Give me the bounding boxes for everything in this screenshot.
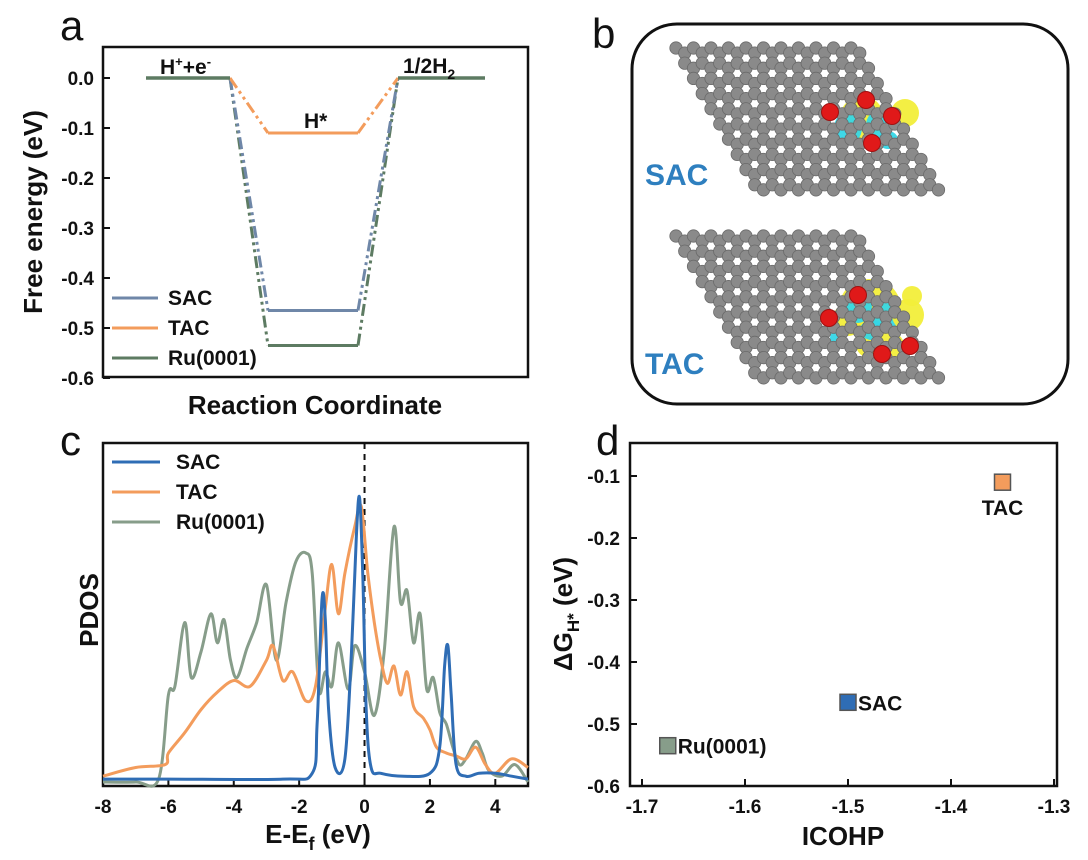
- y-tick-label: -0.5: [587, 715, 620, 736]
- connector-TAC: [228, 77, 270, 134]
- connector-SAC: [228, 77, 270, 311]
- state-label-final: 1/2H2: [403, 55, 455, 82]
- connector-SAC: [356, 77, 400, 311]
- panel-a-y-ticks: 0.0 -0.1 -0.2 -0.3 -0.4 -0.5 -0.6: [61, 69, 110, 390]
- panel-d-x-label: ICOHP: [802, 821, 884, 851]
- x-tick-label: 2: [425, 797, 436, 818]
- panel-c-y-label: PDOS: [74, 573, 104, 647]
- y-tick-label: -0.2: [587, 529, 620, 550]
- panel-d-letter: d: [596, 417, 619, 464]
- x-tick-label: 4: [490, 797, 501, 818]
- tac-structure-image: [669, 229, 946, 385]
- x-tick-label: -1.4: [935, 797, 968, 818]
- carbon-atom: [931, 371, 946, 385]
- panel-c: c -8 -6 -4 -2 0 2 4 PDOS E-Ef (eV) SAC TAC Ru(…: [60, 417, 530, 854]
- legend-label-sac: SAC: [168, 287, 212, 310]
- carbon-atoms: [669, 229, 946, 385]
- panel-c-legend: SAC TAC Ru(0001): [112, 451, 265, 534]
- state-label-adsorbed: H*: [304, 110, 328, 133]
- x-tick-label: -2: [291, 797, 308, 818]
- panel-d-ticks: -1.7 -1.6 -1.5 -1.4 -1.3 -0.1 -0.2 -0.3 -0.4 -0.5…: [587, 467, 1070, 818]
- panel-c-pdos-curves: [102, 494, 530, 788]
- panel-a-y-label: Free energy (eV): [18, 110, 48, 314]
- panel-a-x-label: Reaction Coordinate: [188, 390, 442, 420]
- y-tick-label: -0.5: [61, 319, 94, 340]
- point-TAC: [993, 473, 1012, 491]
- panel-c-frame: [101, 441, 530, 788]
- panel-d-points: TAC SAC Ru(0001): [659, 473, 1024, 759]
- legend-label-ru: Ru(0001): [176, 511, 265, 534]
- x-tick-label: -1.5: [832, 797, 865, 818]
- point-Ru(0001): [659, 736, 677, 755]
- panel-c-x-label: E-Ef (eV): [265, 819, 371, 854]
- point-label-SAC: SAC: [858, 692, 902, 715]
- y-tick-label: -0.4: [61, 269, 94, 290]
- legend-label-tac: TAC: [176, 481, 218, 504]
- ru-atom: [873, 345, 891, 363]
- y-tick-label: -0.3: [587, 591, 620, 612]
- point-SAC: [839, 693, 857, 712]
- legend-label-sac: SAC: [176, 451, 220, 474]
- sac-structure-label: SAC: [645, 159, 708, 192]
- connector-TAC: [356, 77, 400, 134]
- x-tick-label: 0: [359, 797, 370, 818]
- pdos-curve-SAC: [103, 494, 529, 782]
- panel-b-letter: b: [592, 10, 615, 57]
- panel-a-energy-levels: [146, 76, 485, 347]
- panel-c-letter: c: [60, 417, 81, 464]
- panel-a: a 0.0 -0.1 -0.2 -0.3 -0.4 -0.5 -0.6 Free energ…: [18, 2, 530, 420]
- panel-d-frame: [628, 441, 1059, 788]
- legend-label-tac: TAC: [168, 317, 210, 340]
- y-tick-label: -0.1: [61, 119, 94, 140]
- state-label-initial: H++e-: [160, 54, 211, 79]
- charge-accumulation-region: [902, 286, 922, 306]
- panel-b: b SAC TAC: [592, 10, 1070, 406]
- connector-Ru(0001): [356, 77, 400, 346]
- point-label-Ru(0001): Ru(0001): [678, 736, 767, 759]
- panel-a-letter: a: [60, 2, 84, 49]
- y-tick-label: -0.6: [61, 369, 94, 390]
- ru-atom: [849, 286, 867, 304]
- ru-atom: [857, 91, 875, 109]
- y-tick-label: -0.3: [61, 219, 94, 240]
- y-tick-label: -0.2: [61, 169, 94, 190]
- x-tick-label: -1.3: [1038, 797, 1071, 818]
- y-tick-label: -0.6: [587, 777, 620, 798]
- x-tick-label: -8: [95, 797, 112, 818]
- carbon-atom: [931, 183, 946, 197]
- y-tick-label: -0.4: [587, 653, 620, 674]
- tac-structure-label: TAC: [645, 348, 704, 381]
- panel-d: d -1.7 -1.6 -1.5 -1.4 -1.3 -0.1 -0.2 -0.3 -0.4 -0…: [548, 417, 1070, 851]
- carbon-atoms: [669, 41, 946, 197]
- panel-d-y-label: ΔGH* (eV): [548, 557, 583, 671]
- sac-structure-image: [669, 41, 946, 197]
- panel-a-frame: [101, 45, 530, 379]
- ru-atom: [821, 103, 839, 121]
- y-tick-label: -0.1: [587, 467, 620, 488]
- ru-atom: [901, 337, 919, 355]
- point-label-TAC: TAC: [982, 497, 1024, 520]
- ru-atom: [820, 309, 838, 327]
- x-tick-label: -4: [225, 797, 242, 818]
- panel-b-frame: [630, 22, 1070, 406]
- y-tick-label: 0.0: [68, 69, 94, 90]
- x-tick-label: -6: [160, 797, 177, 818]
- x-tick-label: -1.7: [626, 797, 659, 818]
- ru-atom: [883, 107, 901, 125]
- ru-atom: [863, 134, 881, 152]
- panel-a-legend: SAC TAC Ru(0001): [112, 287, 257, 370]
- x-tick-label: -1.6: [729, 797, 762, 818]
- legend-label-ru: Ru(0001): [168, 347, 257, 370]
